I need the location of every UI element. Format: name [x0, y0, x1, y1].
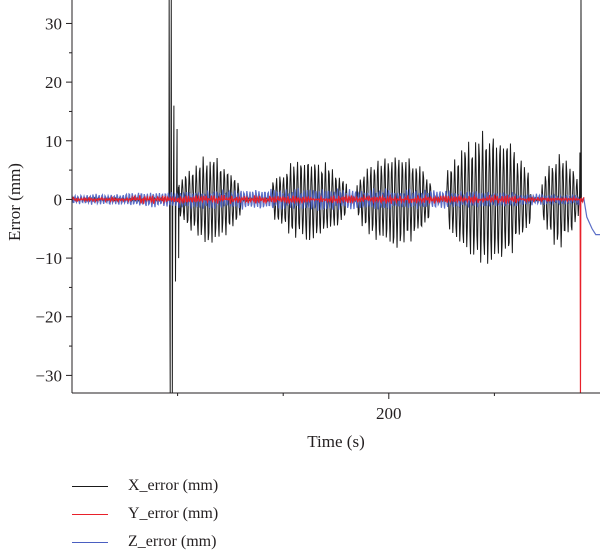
y-axis-title: Error (mm)	[5, 163, 24, 241]
x-tick-label: 200	[376, 404, 402, 423]
y-tick-label: 0	[54, 190, 63, 209]
legend-swatch-y	[72, 513, 108, 515]
x-ticks: 200	[177, 393, 495, 423]
y-tick-label: −30	[35, 366, 62, 385]
chart: 30 20 10 0 −10 −20 −30 200 Time (s) Error (mm)	[5, 0, 600, 451]
y-tick-label: 30	[45, 14, 62, 33]
legend-item-z: Z_error (mm)	[72, 528, 218, 556]
plot-lines	[71, 0, 600, 394]
legend-label-x: X_error (mm)	[128, 477, 219, 494]
legend-label-y: Y_error (mm)	[128, 505, 219, 522]
y-tick-label: 20	[45, 73, 62, 92]
y-tick-label: −10	[35, 249, 62, 268]
y-tick-label: 10	[45, 132, 62, 151]
legend: X_error (mm) Y_error (mm) Z_error (mm)	[72, 472, 218, 556]
series-line-y-error	[71, 193, 585, 394]
legend-item-x: X_error (mm)	[72, 472, 218, 500]
y-ticks: 30 20 10 0 −10 −20 −30	[35, 14, 72, 385]
legend-item-y: Y_error (mm)	[72, 500, 218, 528]
y-tick-label: −20	[35, 308, 62, 327]
series-line-z-error	[71, 188, 600, 236]
legend-swatch-x	[72, 485, 108, 487]
legend-label-z: Z_error (mm)	[128, 533, 217, 550]
x-axis-title: Time (s)	[307, 432, 364, 451]
legend-swatch-z	[72, 541, 108, 543]
